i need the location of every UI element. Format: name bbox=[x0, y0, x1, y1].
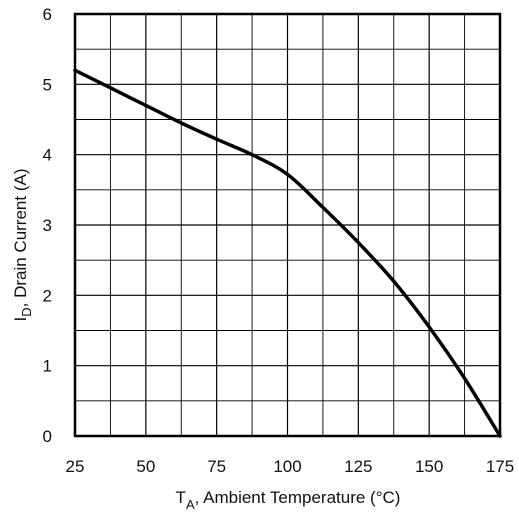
grid bbox=[74, 13, 501, 437]
y-axis-label-symbol: I bbox=[11, 317, 30, 322]
plot-frame bbox=[73, 12, 502, 438]
y-axis-label-subscript: D bbox=[19, 307, 34, 316]
y-tick-label: 6 bbox=[43, 5, 52, 24]
x-tick-label: 150 bbox=[415, 457, 443, 476]
y-tick-label: 2 bbox=[43, 286, 52, 305]
x-axis-label-symbol: T bbox=[176, 488, 186, 507]
x-tick-label: 25 bbox=[66, 457, 85, 476]
y-tick-label: 4 bbox=[43, 146, 52, 165]
x-axis-label-subscript: A bbox=[186, 497, 195, 512]
plot-area bbox=[73, 68, 502, 438]
tick-labels: 25 50 75 100 125 150 175 0 1 2 3 4 5 6 bbox=[43, 5, 515, 476]
x-tick-label: 175 bbox=[486, 457, 514, 476]
x-axis-label-text: , Ambient Temperature (°C) bbox=[195, 488, 401, 507]
y-axis-label: ID, Drain Current (A) bbox=[11, 169, 34, 322]
y-tick-label: 5 bbox=[43, 75, 52, 94]
x-tick-label: 125 bbox=[344, 457, 372, 476]
x-tick-label: 100 bbox=[273, 457, 301, 476]
drain-current-curve bbox=[73, 68, 502, 438]
x-tick-label: 50 bbox=[136, 457, 155, 476]
y-tick-label: 3 bbox=[43, 216, 52, 235]
x-tick-label: 75 bbox=[207, 457, 226, 476]
y-tick-label: 0 bbox=[43, 427, 52, 446]
y-tick-label: 1 bbox=[43, 357, 52, 376]
y-axis-label-text: , Drain Current (A) bbox=[11, 169, 30, 308]
x-axis-label: TA, Ambient Temperature (°C) bbox=[176, 488, 401, 512]
